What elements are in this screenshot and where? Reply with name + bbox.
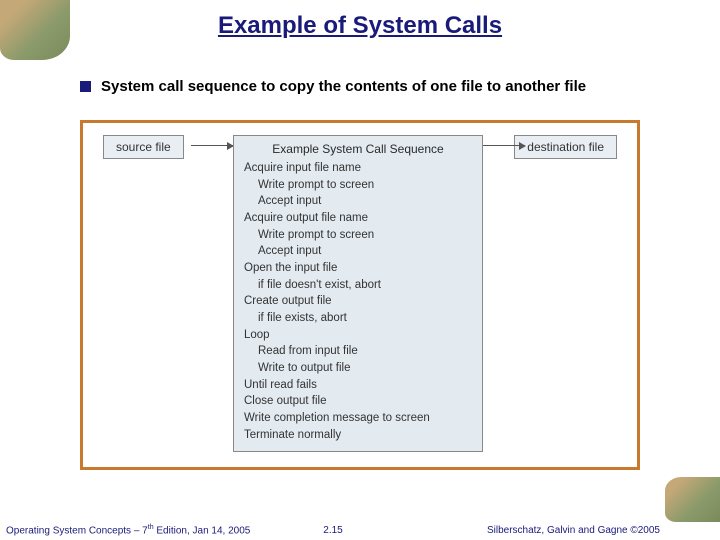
seq-line: Read from input file (244, 343, 472, 360)
slide-title: Example of System Calls (0, 12, 720, 40)
seq-line: if file doesn't exist, abort (244, 277, 472, 294)
seq-line: Write completion message to screen (244, 410, 472, 427)
seq-line: Close output file (244, 393, 472, 410)
arrow-left-icon (191, 145, 233, 146)
seq-line: Loop (244, 327, 472, 344)
footer-left-b: Edition, Jan 14, 2005 (154, 525, 251, 536)
source-file-box: source file (103, 135, 184, 159)
destination-file-box: destination file (514, 135, 617, 159)
diagram-frame: source file destination file Example Sys… (80, 120, 640, 470)
seq-line: Create output file (244, 293, 472, 310)
seq-line: Accept input (244, 193, 472, 210)
bullet-square-icon (80, 81, 91, 92)
bullet-item: System call sequence to copy the content… (80, 78, 690, 95)
seq-line: if file exists, abort (244, 310, 472, 327)
seq-line: Write prompt to screen (244, 227, 472, 244)
bullet-text: System call sequence to copy the content… (101, 78, 586, 95)
footer-right-b: ©2005 (630, 525, 660, 536)
seq-line: Accept input (244, 243, 472, 260)
sequence-title: Example System Call Sequence (244, 142, 472, 156)
dinosaur-logo-bottom (665, 477, 720, 522)
footer-right-a: Silberschatz, Galvin and Gagne (487, 525, 630, 536)
seq-line: Acquire output file name (244, 210, 472, 227)
seq-line: Until read fails (244, 377, 472, 394)
seq-line: Terminate normally (244, 427, 472, 444)
footer-left-a: Operating System Concepts – 7 (6, 525, 148, 536)
footer: Operating System Concepts – 7th Edition,… (6, 524, 660, 536)
seq-line: Acquire input file name (244, 160, 472, 177)
footer-left: Operating System Concepts – 7th Edition,… (6, 524, 250, 536)
seq-line: Open the input file (244, 260, 472, 277)
seq-line: Write prompt to screen (244, 177, 472, 194)
footer-right: Silberschatz, Galvin and Gagne ©2005 (487, 525, 660, 536)
seq-line: Write to output file (244, 360, 472, 377)
footer-page-number: 2.15 (323, 525, 342, 536)
sequence-box: Example System Call Sequence Acquire inp… (233, 135, 483, 452)
arrow-right-icon (483, 145, 525, 146)
